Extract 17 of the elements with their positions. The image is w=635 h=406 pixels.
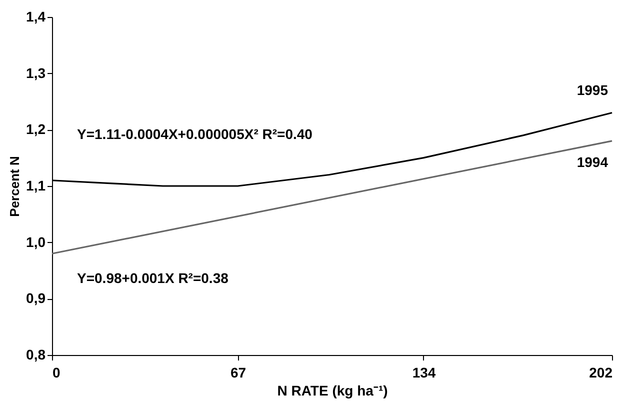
x-tick-label: 134 <box>412 364 436 380</box>
y-tick-label: 1,3 <box>26 64 46 81</box>
series-label: 1995 <box>576 82 608 98</box>
y-tick-label: 1,0 <box>26 234 46 250</box>
annotation: Y=0.98+0.001X R²=0.38 <box>77 270 229 286</box>
y-tick-label: 1,2 <box>26 121 46 138</box>
series-label: 1994 <box>576 154 608 170</box>
y-tick-label: 1,4 <box>26 8 46 24</box>
annotation: Y=1.11-0.0004X+0.000005X² R²=0.40 <box>77 126 313 142</box>
y-tick-label: 0,8 <box>26 346 46 362</box>
x-tick-label: 67 <box>230 364 246 380</box>
y-tick-label: 0,9 <box>26 290 46 306</box>
y-axis-title: Percent N <box>7 156 22 217</box>
x-tick-label: 202 <box>589 364 613 380</box>
x-axis-title: N RATE (kg ha⁻¹) <box>277 382 388 398</box>
y-tick-label: 1,1 <box>26 178 46 194</box>
x-tick-label: 0 <box>52 364 60 380</box>
